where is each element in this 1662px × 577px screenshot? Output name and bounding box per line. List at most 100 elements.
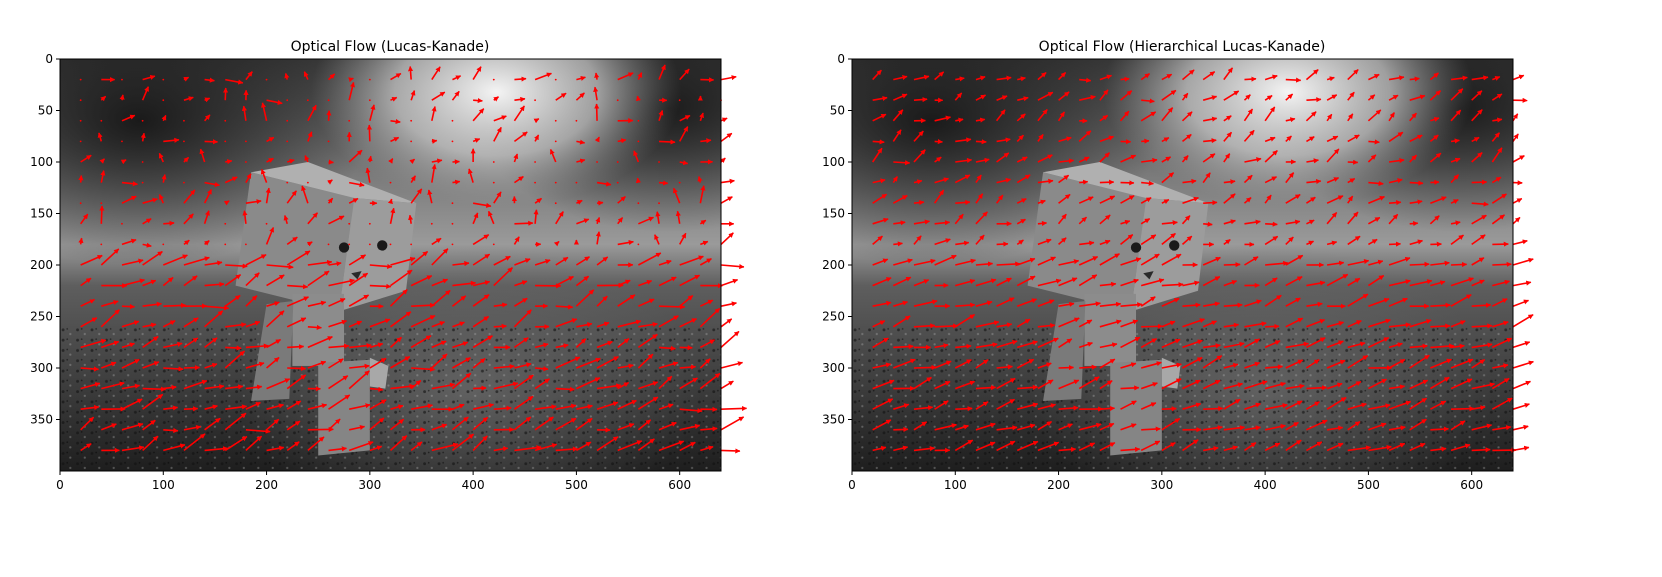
flow-arrow: [1285, 172, 1295, 184]
flow-arrow: [576, 441, 592, 452]
flow-arrow: [1326, 340, 1344, 349]
flow-arrow: [975, 234, 985, 245]
flow-arrow: [1471, 109, 1483, 122]
flow-arrow: [575, 338, 587, 348]
flow-arrow: [679, 364, 697, 370]
flow-arrow: [679, 408, 703, 414]
flow-arrow: [1037, 256, 1056, 266]
flow-arrow: [996, 340, 1018, 349]
flow-arrow: [301, 185, 309, 204]
flow-arrow: [555, 211, 564, 225]
flow-arrow: [996, 425, 1018, 431]
flow-arrow: [1223, 179, 1236, 185]
flow-arrow: [1037, 337, 1059, 349]
flow-arrow: [658, 345, 676, 351]
flow-arrow: [266, 99, 283, 105]
flow-arrow: [1037, 220, 1048, 226]
flow-arrow: [1058, 446, 1077, 452]
flow-arrow: [1161, 89, 1177, 101]
flow-arrow: [163, 427, 179, 434]
flow-arrow: [1037, 379, 1054, 390]
flow-arrow: [637, 438, 655, 452]
flow-arrow: [266, 418, 280, 431]
flow-arrow: [203, 189, 213, 204]
flow-arrow: [1450, 261, 1468, 268]
flow-arrow: [326, 110, 332, 121]
flow-arrow: [1037, 238, 1052, 246]
flow-arrow: [1409, 442, 1426, 452]
flow-arrow: [955, 406, 973, 412]
flow-arrow: [1058, 301, 1075, 307]
flow-arrow: [1244, 256, 1259, 266]
flow-arrow: [514, 362, 532, 369]
flow-arrow: [163, 220, 175, 226]
flow-arrow: [121, 320, 140, 328]
flow-arrow: [1285, 359, 1304, 369]
flow-arrow: [638, 381, 659, 390]
flow-arrow: [493, 323, 507, 329]
flow-arrow: [409, 158, 416, 165]
flow-arrow: [1409, 379, 1429, 390]
flow-arrow: [410, 441, 423, 452]
x-tick-label: 200: [255, 478, 278, 492]
flow-arrow: [679, 441, 696, 452]
flow-arrow: [700, 445, 714, 452]
flow-arrow: [121, 222, 123, 225]
flow-arrow: [1017, 96, 1029, 102]
x-tick-label: 0: [56, 478, 64, 492]
flow-arrow: [554, 202, 557, 205]
flow-arrow: [266, 301, 280, 307]
flow-arrow: [1326, 425, 1344, 431]
flow-arrow: [575, 256, 590, 266]
flow-arrow: [975, 359, 989, 369]
flow-arrow: [431, 106, 437, 121]
flow-arrow: [1326, 240, 1338, 246]
flow-arrow: [1244, 219, 1261, 225]
flow-arrow: [245, 435, 263, 451]
flow-arrow: [183, 96, 194, 102]
flow-arrow: [472, 416, 489, 431]
flow-arrow: [183, 433, 206, 452]
flow-arrow: [1120, 362, 1137, 369]
flow-arrow: [996, 440, 1016, 452]
flow-arrow: [390, 311, 412, 328]
x-tick-label: 0: [848, 478, 856, 492]
flow-arrow: [163, 302, 187, 309]
flow-arrow: [934, 238, 951, 246]
flow-arrow: [975, 300, 993, 307]
flow-arrow: [487, 210, 495, 225]
flow-arrow: [1140, 278, 1165, 287]
flow-arrow: [872, 337, 889, 349]
flow-arrow: [1326, 212, 1338, 225]
flow-arrow: [119, 94, 125, 101]
flow-arrow: [1140, 197, 1152, 204]
flow-arrow: [1016, 440, 1039, 452]
flow-arrow: [410, 335, 432, 349]
flow-arrow: [513, 153, 519, 163]
flow-arrow: [493, 126, 502, 142]
flow-arrow: [389, 435, 408, 451]
flow-arrow: [162, 254, 188, 266]
flow-arrow: [80, 382, 101, 390]
flow-arrow: [369, 445, 383, 452]
flow-arrow: [1181, 235, 1193, 245]
flow-arrow: [1430, 117, 1440, 122]
flow-arrow: [658, 315, 679, 328]
flow-arrow: [720, 301, 737, 307]
flow-arrow: [1120, 385, 1140, 391]
flow-arrow: [390, 118, 401, 125]
flow-arrow: [1120, 423, 1137, 431]
flow-arrow: [472, 138, 481, 143]
flow-arrow: [1306, 136, 1315, 143]
flow-arrow: [1388, 94, 1399, 101]
flow-arrow: [121, 195, 137, 204]
flow-arrow: [534, 443, 558, 452]
flow-arrow: [245, 343, 269, 349]
flow-arrow: [893, 258, 913, 266]
flow-arrow: [1347, 380, 1362, 390]
flow-arrow: [388, 158, 394, 164]
flow-arrow: [1037, 178, 1054, 184]
flow-arrow: [555, 92, 567, 101]
flow-arrow: [1450, 358, 1474, 369]
flow-arrow: [1079, 77, 1092, 83]
